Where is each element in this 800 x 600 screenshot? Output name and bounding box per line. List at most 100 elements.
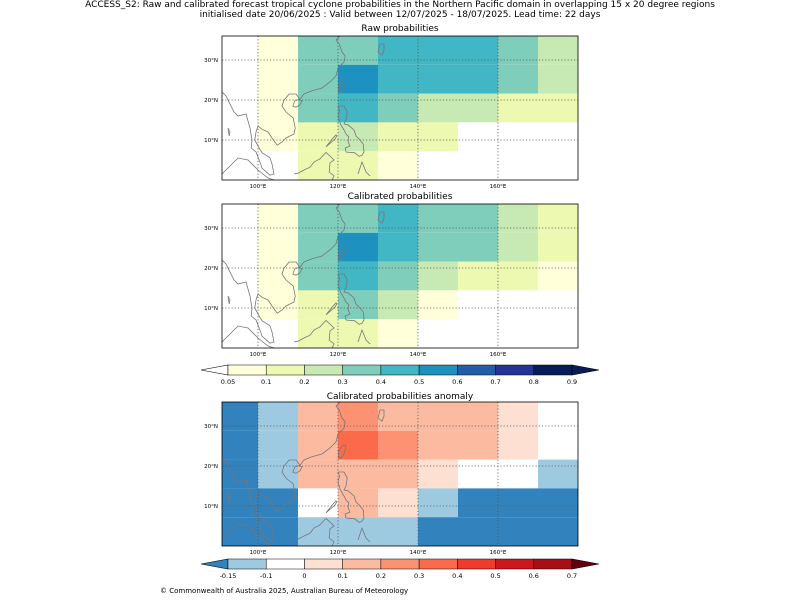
coastline	[337, 273, 365, 325]
heatmap-cell	[338, 151, 378, 180]
heatmap-cell	[418, 459, 458, 489]
colorbar-segment	[380, 558, 420, 570]
heatmap-cell	[418, 290, 458, 320]
colorbar-segment	[495, 558, 535, 570]
heatmap-cell	[458, 122, 498, 152]
heatmap-cell	[338, 459, 378, 489]
colorbar-extend-high	[571, 558, 600, 570]
heatmap-cell	[222, 151, 258, 180]
colorbar-probability: 0.05 0.1 0.2 0.3 0.4 0.5 0.6 0.7 0.8 0.9	[200, 364, 600, 386]
y-tick-label: 20°N	[204, 464, 218, 470]
heatmap-cell	[418, 319, 458, 348]
coastline	[227, 127, 231, 137]
coastline	[337, 246, 347, 262]
heatmap-cell	[258, 319, 298, 348]
heatmap-cell	[298, 290, 338, 320]
heatmap-cell	[538, 64, 578, 94]
heatmap-cell	[498, 319, 538, 348]
heatmap-cell	[458, 36, 498, 65]
heatmap-cell	[458, 402, 498, 431]
heatmap-cell	[222, 122, 258, 152]
heatmap-cell	[258, 290, 298, 320]
colorbar-tick-label: 0.8	[529, 378, 539, 386]
colorbar-tick-label: 0.4	[376, 378, 386, 386]
colorbar-tick-label: 0.1	[261, 378, 271, 386]
heatmap-cell	[298, 459, 338, 489]
heatmap-cell	[538, 319, 578, 348]
heatmap-cell	[458, 319, 498, 348]
colorbar-tick-label: 0.4	[452, 572, 462, 580]
colorbar-extend-low	[200, 364, 229, 376]
coastline	[337, 444, 347, 460]
heatmap-cell	[538, 36, 578, 65]
x-tick-label: 140°E	[410, 550, 427, 556]
heatmap-cell	[458, 290, 498, 320]
heatmap-cell	[498, 64, 538, 94]
panel-frame	[221, 35, 579, 181]
colorbar-segment	[304, 364, 343, 376]
colorbar-tick-label: 0.05	[221, 378, 235, 386]
panel-frame	[221, 401, 579, 547]
heatmap-cell	[498, 261, 538, 291]
coastline	[377, 211, 385, 224]
x-tick-label: 120°E	[330, 352, 347, 358]
coastline	[293, 517, 335, 547]
panel-title-anomaly: Calibrated probabilities anomaly	[326, 392, 474, 402]
heatmap-cell	[458, 430, 498, 460]
colorbar-segment	[418, 364, 458, 376]
heatmap-cell	[418, 430, 458, 460]
heatmap-cell	[222, 488, 258, 518]
heatmap-cell	[222, 204, 258, 233]
heatmap-cell	[258, 122, 298, 152]
heatmap-cell	[222, 430, 258, 460]
heatmap-cell	[498, 36, 538, 65]
y-tick-label: 10°N	[204, 306, 218, 312]
colorbar-extend-high	[571, 364, 600, 376]
x-tick-label: 100°E	[250, 550, 267, 556]
heatmap-cell	[498, 459, 538, 489]
colorbar-tick-label: 0	[302, 572, 306, 580]
heatmap-cell	[458, 151, 498, 180]
heatmap-cell	[458, 261, 498, 291]
x-tick-label: 100°E	[250, 352, 267, 358]
heatmap-cell	[458, 64, 498, 94]
heatmap-cell	[258, 261, 298, 291]
colorbar-tick-label: 0.7	[490, 378, 500, 386]
coastline	[337, 471, 365, 523]
heatmap-cell	[458, 488, 498, 518]
coastline	[221, 35, 346, 176]
coastline	[377, 409, 385, 422]
y-tick-label: 30°N	[204, 58, 218, 64]
heatmap-cell	[378, 232, 418, 262]
x-tick-label: 120°E	[330, 550, 347, 556]
heatmap-cell	[298, 517, 338, 546]
colorbar-segment	[227, 558, 267, 570]
heatmap-cell	[338, 261, 378, 291]
x-tick-label: 120°E	[330, 184, 347, 190]
colorbar-tick-label: 0.2	[376, 572, 386, 580]
heatmap-cell	[538, 232, 578, 262]
coastline	[293, 151, 335, 181]
figure-title-line1: ACCESS_S2: Raw and calibrated forecast t…	[85, 0, 715, 10]
colorbar-tick-label: 0.6	[452, 378, 462, 386]
heatmap-cell	[222, 64, 258, 94]
coastline	[293, 319, 335, 349]
y-tick-label: 20°N	[204, 266, 218, 272]
heatmap-cell	[258, 232, 298, 262]
heatmap-cell	[378, 319, 418, 348]
heatmap-cell	[298, 402, 338, 431]
colorbar-segment	[533, 364, 573, 376]
coastline	[357, 160, 371, 177]
heatmap-cell	[538, 93, 578, 123]
coastline	[292, 99, 303, 108]
colorbar-segment	[533, 558, 573, 570]
colorbar-segment	[227, 364, 267, 376]
heatmap-cell	[378, 93, 418, 123]
coastline	[337, 105, 365, 157]
coastline	[221, 325, 275, 349]
panel-1: 100°E 120°E 140°E 160°E 30°N 20°N 10°N	[204, 203, 579, 358]
coastline	[221, 157, 275, 181]
heatmap-cell	[458, 232, 498, 262]
colorbar-tick-label: 0.7	[567, 572, 577, 580]
heatmap-cell	[498, 517, 538, 546]
